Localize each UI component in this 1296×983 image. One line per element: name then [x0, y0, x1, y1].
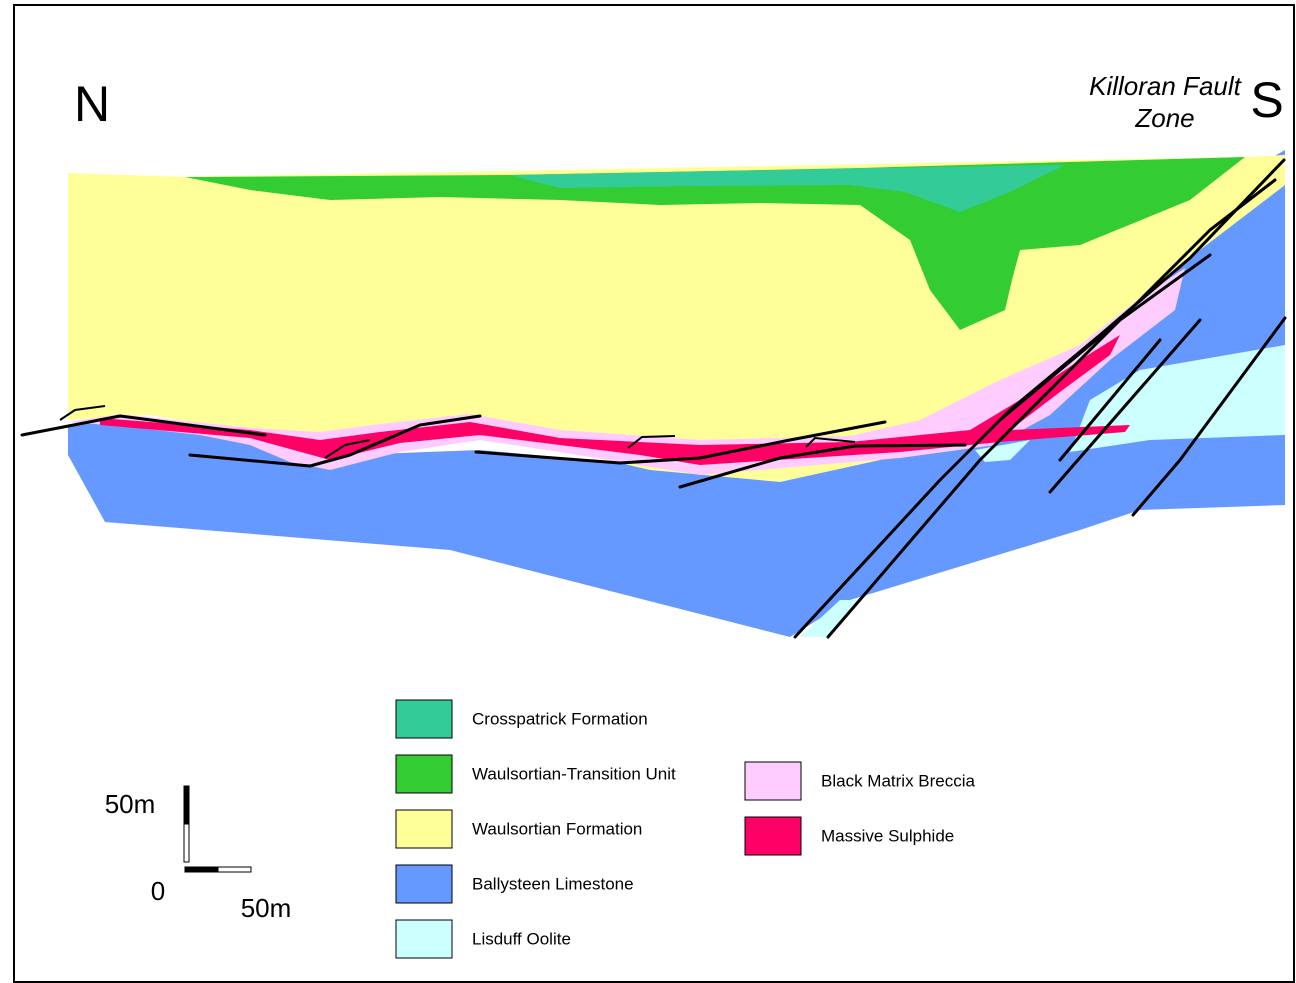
scale-bar [217, 866, 252, 873]
legend-label: Waulsortian Formation [472, 819, 642, 838]
fault [1058, 338, 1162, 462]
scale-label: 50m [241, 893, 292, 923]
legend-swatch [395, 754, 453, 794]
legend-swatch [744, 761, 802, 801]
ballysteen-limestone [68, 150, 1285, 637]
shear-arrow [59, 405, 106, 421]
lisduff-oolite [1070, 345, 1285, 452]
fault-label: Zone [1134, 103, 1194, 133]
fault [1048, 318, 1202, 494]
fault [188, 414, 482, 468]
legend-swatch [395, 809, 453, 849]
fault-label: Killoran Fault [1089, 71, 1243, 101]
fault [474, 420, 887, 465]
crosspatrick-formation [510, 165, 1065, 212]
fault [998, 253, 1212, 422]
shear-arrow [627, 435, 676, 449]
legend-swatch [395, 864, 453, 904]
scale-bar [183, 823, 190, 863]
lisduff-oolite [975, 440, 1030, 462]
south-label: S [1250, 72, 1283, 128]
legend-swatch [395, 699, 453, 739]
lisduff-oolite [800, 600, 858, 637]
legend-label: Ballysteen Limestone [472, 874, 634, 893]
legend-label: Waulsortian-Transition Unit [472, 764, 676, 783]
scale-label: 50m [105, 789, 156, 819]
fault [678, 443, 967, 489]
scale-bar [183, 785, 190, 825]
scale-label: 0 [151, 876, 165, 906]
legend-swatch [395, 919, 453, 959]
shear-arrow [805, 436, 856, 448]
legend-label: Massive Sulphide [821, 826, 954, 845]
legend-label: Crosspatrick Formation [472, 709, 648, 728]
fault [20, 414, 267, 437]
fault [826, 178, 1277, 639]
scale-bar [184, 866, 219, 873]
legend-swatch [744, 816, 802, 856]
legend-label: Black Matrix Breccia [821, 771, 976, 790]
legend: Crosspatrick Formation Waulsortian-Transi… [395, 699, 976, 959]
north-label: N [74, 76, 110, 132]
fault [1131, 316, 1287, 517]
shear-arrow [324, 439, 371, 459]
legend-label: Lisduff Oolite [472, 929, 571, 948]
